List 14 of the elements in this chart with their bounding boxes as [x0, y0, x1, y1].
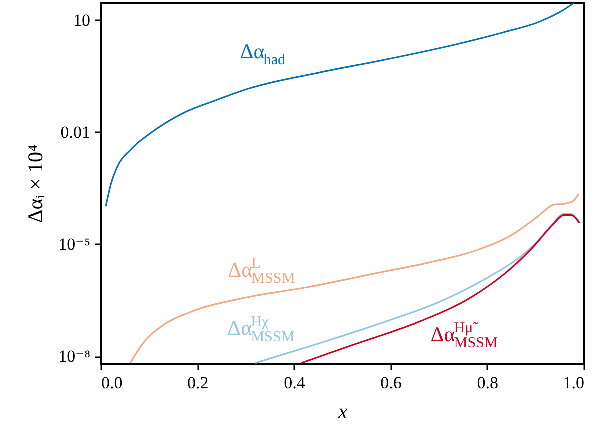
x-tick-label: 0.2	[187, 374, 209, 392]
line-series	[105, 3, 576, 208]
line-series	[130, 193, 580, 364]
x-tick-label: 0.6	[380, 374, 402, 392]
y-tick-label: 10	[74, 10, 90, 30]
x-tick-label: 0.0	[102, 374, 123, 392]
x-tick-label: 1.0	[563, 374, 584, 392]
x-tick-label: 0.8	[477, 374, 499, 392]
y-tick-label: 10⁻⁸	[58, 347, 91, 366]
x-axis-title: x	[337, 400, 348, 424]
y-axis-title: Δαᵢ × 10⁴	[24, 144, 48, 224]
y-tick-label: 10⁻⁵	[58, 234, 91, 254]
x-tick-label: 0.4	[284, 374, 306, 392]
y-tick-label: 0.01	[60, 122, 90, 142]
